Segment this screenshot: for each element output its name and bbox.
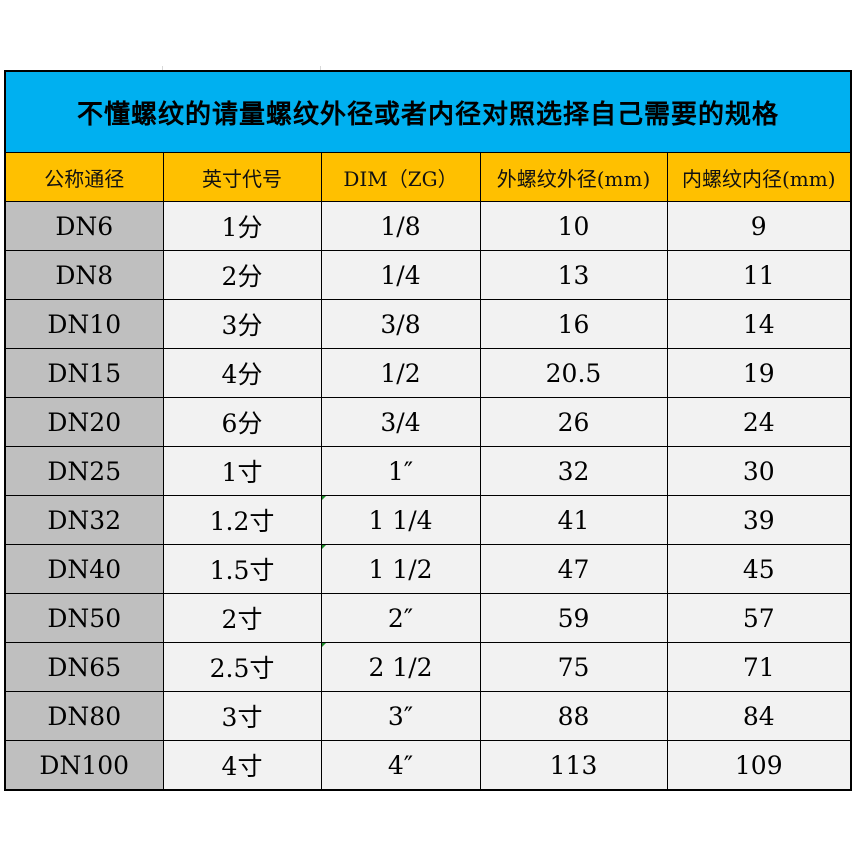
table-title: 不懂螺纹的请量螺纹外径或者内径对照选择自己需要的规格	[76, 99, 779, 130]
table-row: DN8 2分 1/4 13 11	[6, 250, 850, 300]
cell-inch-code[interactable]: 1分	[162, 201, 322, 251]
table-title-banner: 不懂螺纹的请量螺纹外径或者内径对照选择自己需要的规格	[6, 72, 850, 153]
table-row: DN80 3寸 3″ 88 84	[6, 691, 850, 741]
cell-inner-diameter[interactable]: 24	[666, 397, 850, 447]
cell-dim-zg[interactable]: 1/2	[320, 348, 481, 398]
cell-inner-diameter[interactable]: 109	[666, 740, 850, 789]
cell-dim-zg[interactable]: 3/4	[320, 397, 481, 447]
header-dim-zg[interactable]: DIM（ZG）	[320, 153, 481, 202]
cell-inch-code[interactable]: 3寸	[162, 691, 322, 741]
cell-outer-diameter[interactable]: 75	[479, 642, 668, 692]
table-row: DN100 4寸 4″ 113 109	[6, 740, 850, 789]
cell-dim-zg[interactable]: 1 1/4	[320, 495, 481, 545]
cell-nominal-diameter[interactable]: DN8	[6, 250, 164, 300]
cell-inner-diameter[interactable]: 9	[666, 201, 850, 251]
gridline	[320, 66, 321, 70]
cell-outer-diameter[interactable]: 59	[479, 593, 668, 643]
header-outer-thread-od[interactable]: 外螺纹外径(mm)	[479, 153, 668, 202]
cell-inner-diameter[interactable]: 14	[666, 299, 850, 349]
cell-outer-diameter[interactable]: 13	[479, 250, 668, 300]
cell-dim-zg[interactable]: 1/4	[320, 250, 481, 300]
cell-inch-code[interactable]: 2分	[162, 250, 322, 300]
cell-dim-zg[interactable]: 1″	[320, 446, 481, 496]
cell-dim-zg[interactable]: 3/8	[320, 299, 481, 349]
cell-inner-diameter[interactable]: 11	[666, 250, 850, 300]
cell-dim-zg[interactable]: 4″	[320, 740, 481, 789]
cell-dim-zg[interactable]: 3″	[320, 691, 481, 741]
cell-dim-zg[interactable]: 1/8	[320, 201, 481, 251]
cell-dim-zg[interactable]: 2 1/2	[320, 642, 481, 692]
cell-dim-zg[interactable]: 2″	[320, 593, 481, 643]
table-row: DN65 2.5寸 2 1/2 75 71	[6, 642, 850, 692]
cell-dim-zg[interactable]: 1 1/2	[320, 544, 481, 594]
cell-outer-diameter[interactable]: 41	[479, 495, 668, 545]
cell-outer-diameter[interactable]: 20.5	[479, 348, 668, 398]
table-row: DN25 1寸 1″ 32 30	[6, 446, 850, 496]
thread-size-table: 不懂螺纹的请量螺纹外径或者内径对照选择自己需要的规格 公称通径 英寸代号 DIM…	[4, 70, 852, 791]
cell-outer-diameter[interactable]: 10	[479, 201, 668, 251]
cell-outer-diameter[interactable]: 47	[479, 544, 668, 594]
cell-inch-code[interactable]: 2.5寸	[162, 642, 322, 692]
cell-inner-diameter[interactable]: 39	[666, 495, 850, 545]
cell-outer-diameter[interactable]: 32	[479, 446, 668, 496]
cell-nominal-diameter[interactable]: DN65	[6, 642, 164, 692]
cell-inner-diameter[interactable]: 57	[666, 593, 850, 643]
table-row: DN32 1.2寸 1 1/4 41 39	[6, 495, 850, 545]
cell-inch-code[interactable]: 1.5寸	[162, 544, 322, 594]
spec-table: 公称通径 英寸代号 DIM（ZG） 外螺纹外径(mm) 内螺纹内径(mm) DN…	[6, 153, 850, 789]
cell-nominal-diameter[interactable]: DN50	[6, 593, 164, 643]
table-row: DN50 2寸 2″ 59 57	[6, 593, 850, 643]
table-row: DN40 1.5寸 1 1/2 47 45	[6, 544, 850, 594]
header-inch-code[interactable]: 英寸代号	[162, 153, 322, 202]
header-inner-thread-id[interactable]: 内螺纹内径(mm)	[666, 153, 850, 202]
cell-outer-diameter[interactable]: 113	[479, 740, 668, 789]
cell-outer-diameter[interactable]: 16	[479, 299, 668, 349]
cell-inner-diameter[interactable]: 19	[666, 348, 850, 398]
table-row: DN15 4分 1/2 20.5 19	[6, 348, 850, 398]
header-row: 公称通径 英寸代号 DIM（ZG） 外螺纹外径(mm) 内螺纹内径(mm)	[6, 153, 850, 202]
cell-inner-diameter[interactable]: 45	[666, 544, 850, 594]
cell-inch-code[interactable]: 2寸	[162, 593, 322, 643]
table-row: DN20 6分 3/4 26 24	[6, 397, 850, 447]
cell-inch-code[interactable]: 4分	[162, 348, 322, 398]
table-row: DN10 3分 3/8 16 14	[6, 299, 850, 349]
cell-nominal-diameter[interactable]: DN32	[6, 495, 164, 545]
cell-inner-diameter[interactable]: 84	[666, 691, 850, 741]
cell-outer-diameter[interactable]: 88	[479, 691, 668, 741]
cell-nominal-diameter[interactable]: DN10	[6, 299, 164, 349]
cell-nominal-diameter[interactable]: DN100	[6, 740, 164, 789]
cell-nominal-diameter[interactable]: DN80	[6, 691, 164, 741]
cell-inch-code[interactable]: 6分	[162, 397, 322, 447]
cell-inch-code[interactable]: 3分	[162, 299, 322, 349]
header-nominal-diameter[interactable]: 公称通径	[6, 153, 164, 202]
cell-inner-diameter[interactable]: 30	[666, 446, 850, 496]
cell-nominal-diameter[interactable]: DN40	[6, 544, 164, 594]
cell-inch-code[interactable]: 1寸	[162, 446, 322, 496]
table-row: DN6 1分 1/8 10 9	[6, 201, 850, 251]
gridline	[162, 66, 163, 70]
cell-outer-diameter[interactable]: 26	[479, 397, 668, 447]
cell-nominal-diameter[interactable]: DN6	[6, 201, 164, 251]
cell-nominal-diameter[interactable]: DN20	[6, 397, 164, 447]
cell-nominal-diameter[interactable]: DN25	[6, 446, 164, 496]
cell-inch-code[interactable]: 4寸	[162, 740, 322, 789]
cell-nominal-diameter[interactable]: DN15	[6, 348, 164, 398]
cell-inch-code[interactable]: 1.2寸	[162, 495, 322, 545]
cell-inner-diameter[interactable]: 71	[666, 642, 850, 692]
